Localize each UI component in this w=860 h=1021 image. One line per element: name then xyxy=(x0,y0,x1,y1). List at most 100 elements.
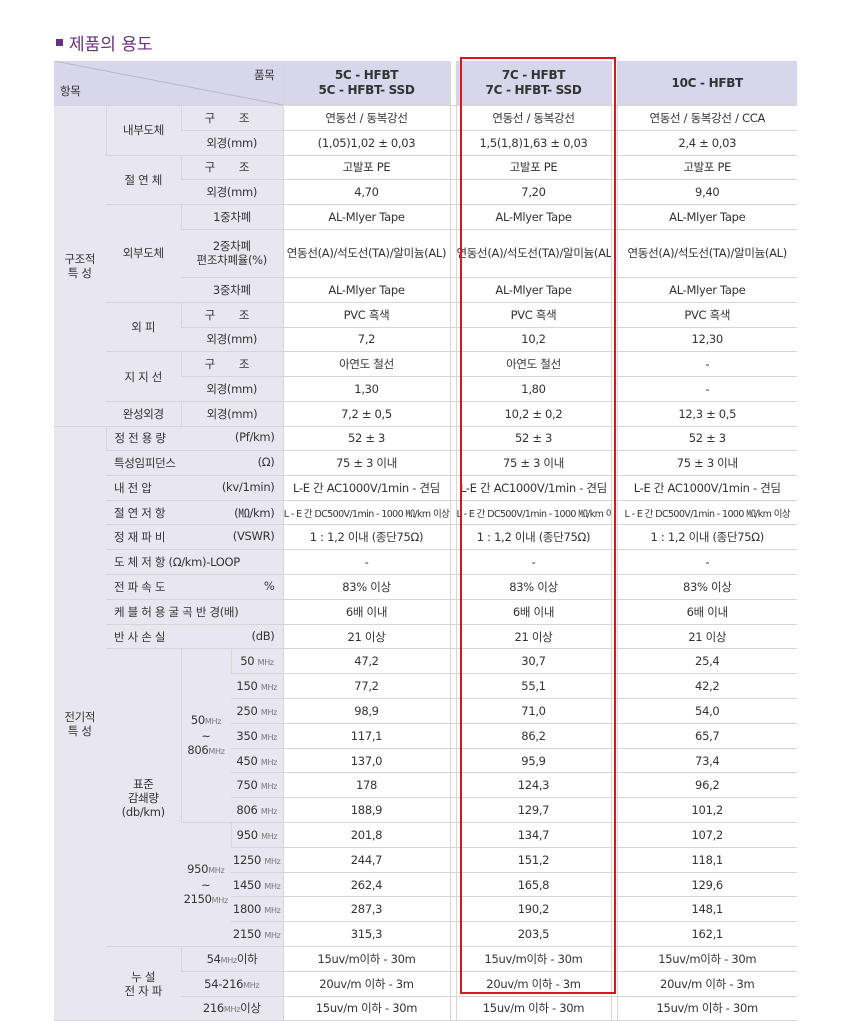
frequency-value: 750 xyxy=(236,778,258,793)
frequency-value: 806 xyxy=(236,803,258,818)
value-5c: 201,8 xyxy=(282,822,450,848)
value-7c: 134,7 xyxy=(455,822,611,848)
header-col-7c: 7C - HFBT 7C - HFBT- SSD xyxy=(455,61,611,106)
column-gap xyxy=(449,921,456,947)
column-gap xyxy=(449,748,456,774)
value-7c: 129,7 xyxy=(455,797,611,824)
column-gap xyxy=(449,130,456,156)
table-row: 반 사 손 실 (dB) 21 이상 21 이상 21 이상 xyxy=(54,624,797,650)
row-label: 도 체 저 항 (Ω/km)-LOOP xyxy=(106,549,283,576)
column-gap xyxy=(449,302,456,328)
value-7c: 151,2 xyxy=(455,847,611,873)
value-5c: 연동선 / 동복강선 xyxy=(282,105,450,131)
value-10c: 21 이상 xyxy=(616,624,797,650)
value-10c: 연동선 / 동복강선 / CCA xyxy=(616,105,797,131)
subgroup-label: 절 연 체 xyxy=(106,155,181,206)
header-item-label: 품목 xyxy=(253,68,275,82)
frequency-unit: MHz xyxy=(261,831,278,841)
value-10c: PVC 흑색 xyxy=(616,302,797,328)
frequency-unit: MHz xyxy=(264,906,281,916)
header-col-5c-line1: 5C - HFBT xyxy=(334,68,399,82)
table-row: 1250 MHz 244,7 151,2 118,1 xyxy=(54,847,797,873)
column-gap xyxy=(449,105,456,131)
band-high: 2150 xyxy=(183,891,212,906)
value-7c: 124,3 xyxy=(455,772,611,799)
frequency-value: 950 xyxy=(236,827,258,842)
row-name: 절 연 저 항 xyxy=(114,505,166,520)
column-gap xyxy=(449,698,456,724)
leakage-range: 54MHz이하 xyxy=(180,946,283,972)
value-5c: 178 xyxy=(282,772,450,799)
column-gap xyxy=(449,847,456,873)
value-10c: 1 : 1,2 이내 (종단75Ω) xyxy=(616,524,797,551)
frequency-unit: MHz xyxy=(260,807,278,817)
column-gap xyxy=(449,624,456,650)
frequency-label: 50 MHz xyxy=(230,648,283,675)
subgroup-label: 지 지 선 xyxy=(106,351,181,402)
column-gap xyxy=(449,155,456,181)
value-7c: L - E 간 DC500V/1min - 1000 ㏁/km 이상 xyxy=(455,500,611,526)
value-7c: 10,2 ± 0,2 xyxy=(455,401,611,427)
column-gap xyxy=(449,351,456,378)
value-7c: 71,0 xyxy=(455,698,611,724)
value-5c: (1,05)1,02 ± 0,03 xyxy=(282,130,450,156)
column-gap xyxy=(449,426,456,452)
value-10c: 연동선(A)/석도선(TA)/알미늄(AL) xyxy=(616,229,797,278)
band-high: 806 xyxy=(187,742,209,757)
value-5c: L-E 간 AC1000V/1min - 견딤 xyxy=(282,475,450,501)
value-7c: 83% 이상 xyxy=(455,574,611,600)
section-title: 제품의 용도 xyxy=(56,28,153,56)
value-5c: 77,2 xyxy=(282,673,450,700)
frequency-label: 1450 MHz xyxy=(231,872,283,898)
band-unit: MHz xyxy=(208,746,225,756)
row-label: 정 전 용 량 (Pf/km) xyxy=(105,426,283,452)
value-10c: AL-Mlyer Tape xyxy=(616,204,797,230)
group-electrical-line1: 전기적 xyxy=(64,709,96,724)
frequency-value: 350 xyxy=(236,728,258,743)
value-10c: 25,4 xyxy=(616,648,797,675)
row-label: 전 파 속 도% xyxy=(106,574,283,600)
column-gap xyxy=(449,946,456,972)
row-name: 도 체 저 항 (Ω/km)-LOOP xyxy=(114,555,240,570)
value-7c: 52 ± 3 xyxy=(455,426,611,452)
value-10c: - xyxy=(616,549,797,576)
value-7c: 10,2 xyxy=(455,327,611,353)
value-5c: 7,2 xyxy=(282,327,450,353)
leakage-label-line1: 누 설 xyxy=(131,969,156,984)
frequency-label: 250 MHz xyxy=(231,698,283,724)
table-row: 1800 MHz 287,3 190,2 148,1 xyxy=(54,896,797,923)
band-tilde: ~ xyxy=(201,728,211,743)
row-label: 케 블 허 용 굴 곡 반 경(배) xyxy=(106,599,283,625)
column-gap xyxy=(449,179,456,206)
row-unit: % xyxy=(263,578,275,593)
row-label: 외경(mm) xyxy=(181,130,283,156)
value-7c: 95,9 xyxy=(455,748,611,774)
attenuation-label-line3: (db/km) xyxy=(121,804,166,819)
row-name: 내 전 압 xyxy=(114,480,152,495)
frequency-value: 150 xyxy=(236,679,258,694)
frequency-unit: MHz xyxy=(264,881,281,891)
value-10c: AL-Mlyer Tape xyxy=(616,277,797,303)
table-row: 완성외경 외경(mm) 7,2 ± 0,5 10,2 ± 0,2 12,3 ± 0,5 xyxy=(54,401,797,427)
table-row: 750 MHz 178 124,3 96,2 xyxy=(54,772,797,799)
group-structural: 구조적 특 성 xyxy=(54,105,106,427)
value-5c: 4,70 xyxy=(282,179,450,206)
value-5c: PVC 흑색 xyxy=(282,302,450,328)
subgroup-label: 외부도체 xyxy=(106,204,181,303)
row-name: 특성임피던스 xyxy=(114,455,176,470)
column-gap xyxy=(449,648,456,675)
row-label: 2중차폐 편조차폐율(%) xyxy=(181,229,283,278)
column-gap xyxy=(449,872,456,898)
value-5c: 244,7 xyxy=(282,847,450,873)
row-label: 절 연 저 항 (㏁/km) xyxy=(106,500,283,526)
value-5c: 7,2 ± 0,5 xyxy=(282,401,450,427)
frequency-label: 806 MHz xyxy=(231,797,283,824)
section-title-text: 제품의 용도 xyxy=(69,34,153,55)
value-5c: 262,4 xyxy=(282,872,450,898)
frequency-label: 450 MHz xyxy=(231,748,283,774)
value-5c: 1,30 xyxy=(282,376,450,402)
frequency-value: 1800 xyxy=(232,902,261,917)
frequency-unit: MHz xyxy=(257,658,275,668)
column-gap xyxy=(449,797,456,824)
